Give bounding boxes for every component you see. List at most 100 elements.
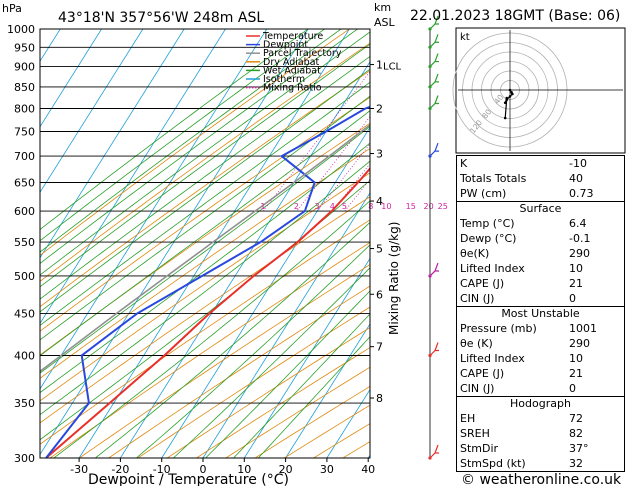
- stats-row: StmSpd (kt) 32: [457, 456, 624, 471]
- asl-unit-label: ASL: [374, 16, 396, 29]
- mixing-ratio-label: 8: [368, 202, 373, 211]
- stats-value: 21: [569, 367, 583, 380]
- hodograph-point: [511, 92, 514, 96]
- stats-label: StmDir: [460, 442, 499, 455]
- wet-adiabat-line: [258, 336, 370, 458]
- wet-adiabat-line: [233, 313, 370, 458]
- stats-value: 37°: [569, 442, 589, 455]
- copyright-label: © weatheronline.co.uk: [461, 472, 622, 486]
- stats-row-totals: Totals Totals 40: [457, 171, 624, 186]
- wet-adiabat-line: [173, 267, 370, 458]
- x-axis-title: Dewpoint / Temperature (°C): [88, 472, 289, 486]
- hodograph-point: [505, 96, 509, 100]
- x-tick-label: -10: [153, 463, 171, 476]
- plot-frame: [39, 28, 371, 459]
- dry-adiabat-line: [40, 196, 370, 424]
- mixing-ratio-label: 5: [342, 202, 347, 211]
- stats-row: SREH 82: [457, 426, 624, 441]
- hodograph-unit-label: kt: [460, 32, 470, 43]
- pressure-tick-label: 1000: [7, 23, 35, 36]
- stats-label: Lifted Index: [460, 262, 525, 275]
- stats-row: Temp (°C) 6.4: [457, 216, 624, 231]
- stats-row: Pressure (mb) 1001: [457, 321, 624, 336]
- km-tick-label: 6: [376, 288, 383, 301]
- stats-label: Totals Totals: [460, 172, 527, 185]
- stats-row: EH 72: [457, 411, 624, 426]
- stats-table: K -10 Totals Totals 40 PW (cm) 0.73 Surface…: [456, 155, 625, 472]
- isotherm-line: [78, 29, 350, 458]
- wind-barb: [429, 53, 439, 67]
- isotherm-line: [285, 323, 370, 458]
- km-tick-label: 4: [376, 195, 383, 208]
- mixing-ratio-line: [317, 143, 370, 212]
- location-title: 43°18'N 357°56'W 248m ASL: [58, 10, 264, 26]
- legend-entry-label: Temperature: [262, 31, 323, 42]
- dry-adiabat-line: [79, 264, 370, 458]
- stats-hodograph-section: Hodograph EH 72 SREH 82 StmDir 37° StmSpd (…: [456, 397, 625, 472]
- wet-adiabat-line: [40, 43, 370, 288]
- stats-label: EH: [460, 412, 476, 425]
- hodograph-frame: [455, 27, 626, 154]
- isotherm-line: [40, 29, 185, 259]
- stats-label: θe(K): [460, 247, 490, 260]
- section-title: Surface: [519, 202, 562, 215]
- wind-barb-column: [428, 15, 439, 460]
- hodograph-point: [508, 95, 512, 98]
- mixing-ratio-label: 25: [438, 202, 448, 211]
- stats-label: CAPE (J): [460, 367, 505, 380]
- pressure-tick-label: 600: [14, 205, 35, 218]
- isotherm-line: [120, 61, 370, 458]
- stats-value: 6.4: [569, 217, 587, 230]
- stats-label: CAPE (J): [460, 277, 505, 290]
- hodograph-point: [503, 116, 507, 120]
- km-unit-label: km: [374, 1, 391, 14]
- datetime-label: 22.01.2023 18GMT (Base: 06): [410, 8, 620, 24]
- legend-entry-label: Dry Adiabat: [263, 57, 320, 68]
- stats-row: Dewp (°C) -0.1: [457, 231, 624, 246]
- legend-entry-label: Dewpoint: [263, 40, 308, 51]
- stats-value: 0.73: [569, 187, 594, 200]
- stats-most-unstable-section: Most Unstable Pressure (mb) 1001 θe (K) 29…: [456, 307, 625, 397]
- stats-value: -10: [569, 157, 587, 170]
- dry-adiabat-line: [40, 42, 370, 282]
- stats-label: CIN (J): [460, 292, 495, 305]
- pressure-tick-label: 300: [14, 452, 35, 465]
- wet-adiabat-line: [136, 244, 370, 458]
- stats-row: θe (K) 290: [457, 336, 624, 351]
- dry-adiabat-line: [40, 219, 370, 445]
- pressure-tick-label: 900: [14, 61, 35, 74]
- x-tick-label: 0: [200, 463, 207, 476]
- stats-value: 82: [569, 427, 583, 440]
- mixing-ratio-label: 2: [294, 202, 299, 211]
- hodograph-point: [508, 88, 512, 92]
- x-tick-label: -30: [70, 463, 88, 476]
- wet-adiabat-line: [205, 290, 370, 458]
- x-tick-label: 20: [279, 463, 293, 476]
- temperature-line: [45, 167, 370, 458]
- mixing-ratio-label: 4: [330, 202, 335, 211]
- stats-label: K: [460, 157, 468, 170]
- km-tick-label: 1: [376, 59, 383, 72]
- stats-label: Pressure (mb): [460, 322, 537, 335]
- mixing-ratio-line: [263, 70, 370, 212]
- wet-adiabat-line: [40, 125, 370, 374]
- stats-label: StmSpd (kt): [460, 457, 526, 470]
- pressure-tick-label: 400: [14, 349, 35, 362]
- stats-row: CIN (J) 0: [457, 381, 624, 396]
- stats-value: 0: [569, 292, 576, 305]
- km-tick-label: 3: [376, 148, 383, 161]
- wet-adiabat-line: [40, 29, 309, 231]
- legend-entry-label: Wet Adiabat: [263, 65, 321, 76]
- pressure-tick-label: 500: [14, 270, 35, 283]
- stats-row: Lifted Index 10: [457, 351, 624, 366]
- stats-value: 1001: [569, 322, 597, 335]
- dewpoint-line: [45, 105, 370, 458]
- x-tick-label: 30: [320, 463, 334, 476]
- legend-entry-label: Isotherm: [263, 74, 305, 85]
- mixing-ratio-label: 10: [381, 202, 391, 211]
- stats-value: 290: [569, 337, 590, 350]
- stats-value: 32: [569, 457, 583, 470]
- x-tick-label: 40: [361, 463, 375, 476]
- pressure-tick-label: 350: [14, 397, 35, 410]
